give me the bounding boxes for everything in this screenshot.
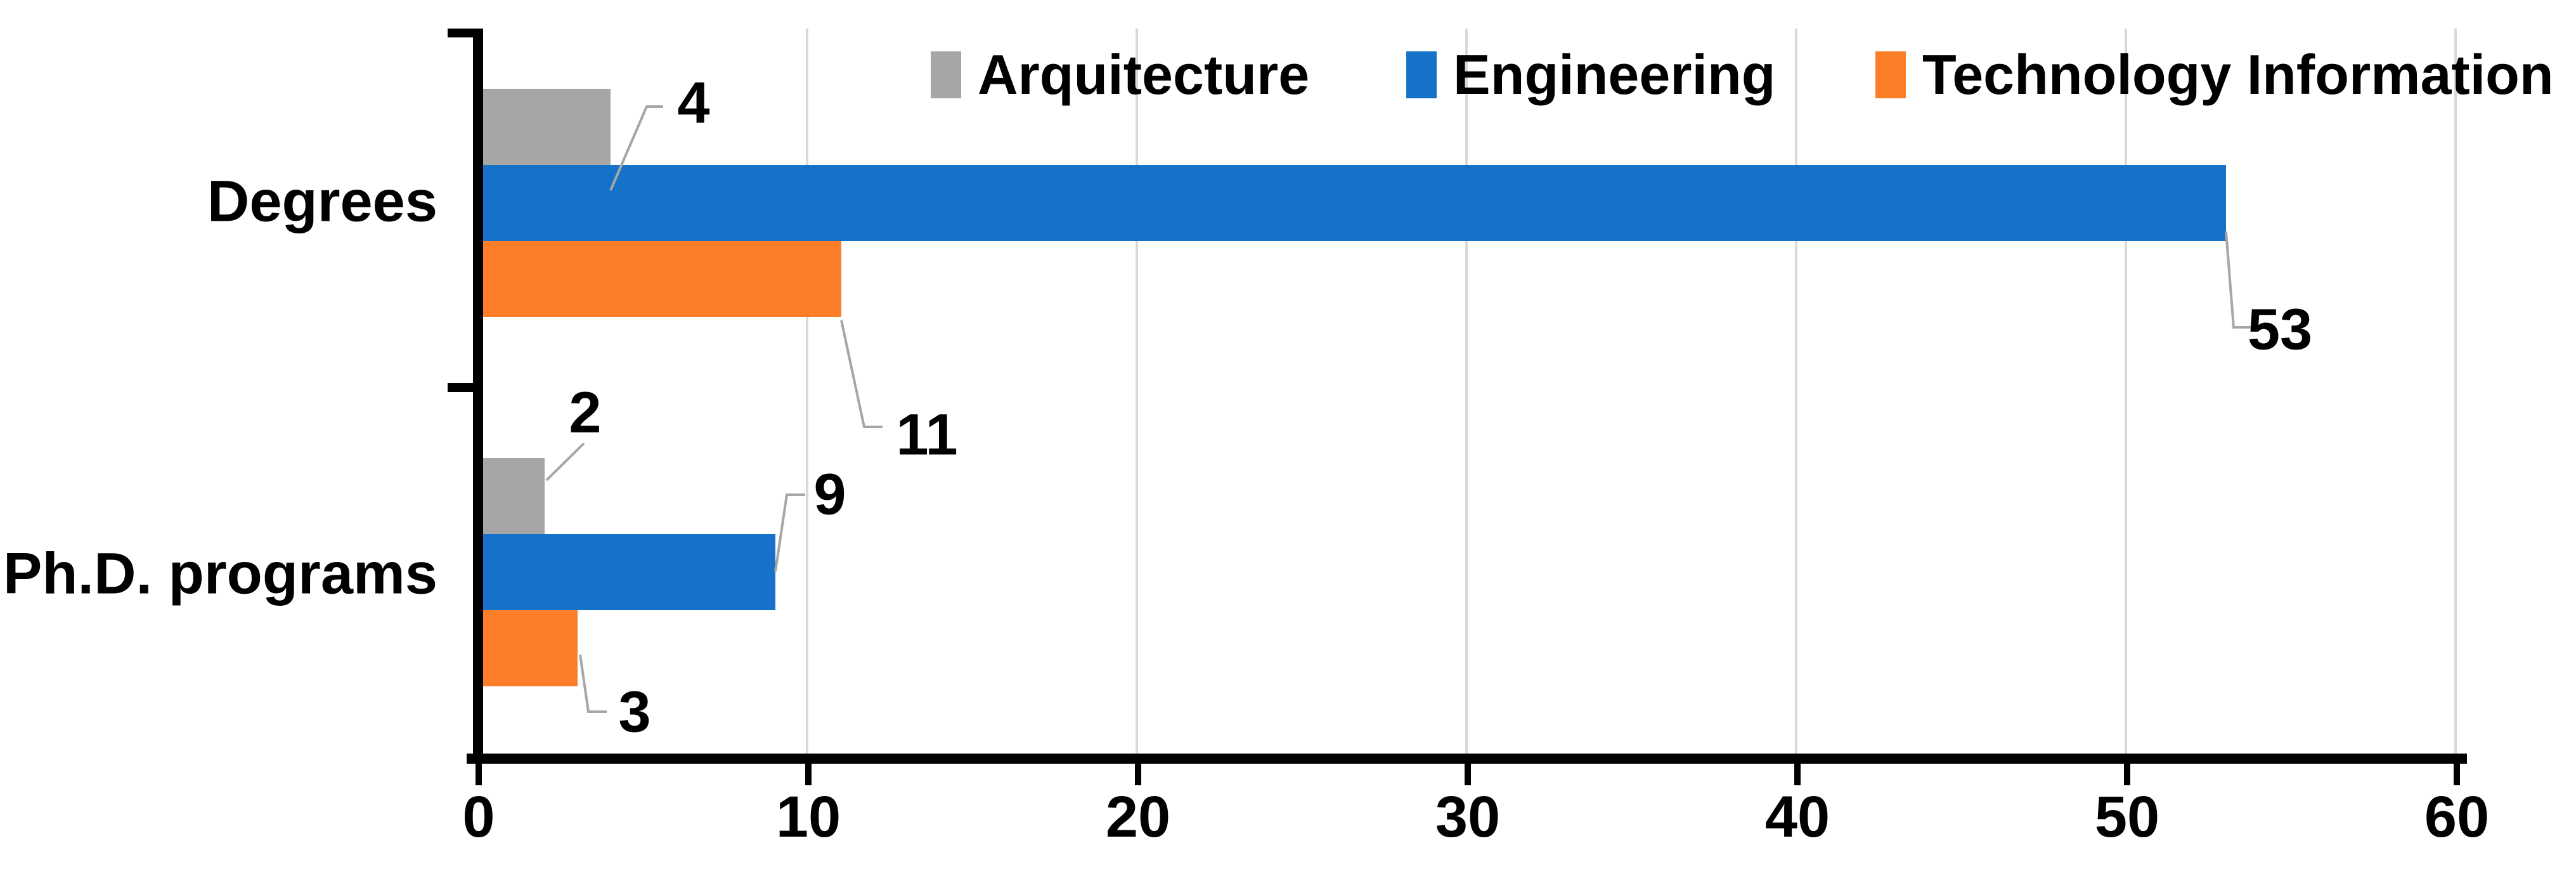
x-axis-tick-40 (1794, 764, 1801, 785)
leader-line-3 (579, 654, 607, 713)
gridline-10 (806, 29, 808, 754)
legend-item-engineering: Engineering (1406, 42, 1776, 108)
x-axis-tick-10 (805, 764, 812, 785)
bar-degrees-technology-information (483, 241, 841, 317)
x-axis-tick-60 (2454, 764, 2460, 785)
y-axis-tick-category-boundary (448, 383, 473, 392)
x-axis-tick-0 (476, 764, 482, 785)
bar-phd-engineering (483, 534, 775, 610)
legend-swatch-engineering-icon (1406, 51, 1437, 98)
y-axis-tick-top (448, 29, 473, 37)
bar-degrees-arquitecture (483, 89, 611, 165)
category-label-phd-programs: Ph.D. programs (3, 541, 437, 606)
data-label-phd-engineering: 9 (813, 462, 846, 527)
gridline-30 (1465, 29, 1468, 754)
gridline-50 (2125, 29, 2127, 754)
x-axis-tick-30 (1465, 764, 1471, 785)
data-label-degrees-technology-information: 11 (896, 402, 958, 467)
x-tick-label-30: 30 (1435, 785, 1501, 849)
gridline-60 (2454, 29, 2457, 754)
legend-item-arquitecture: Arquitecture (931, 42, 1309, 108)
legend-item-technology-information: Technology Information (1875, 42, 2554, 108)
x-axis-tick-50 (2124, 764, 2130, 785)
x-tick-label-10: 10 (775, 785, 841, 849)
data-label-degrees-engineering: 53 (2247, 297, 2313, 362)
x-axis-tick-20 (1135, 764, 1141, 785)
y-axis-line (473, 29, 483, 763)
legend-swatch-arquitecture-icon (931, 51, 961, 98)
leader-line-2 (545, 442, 585, 481)
x-tick-label-40: 40 (1764, 785, 1830, 849)
category-label-degrees: Degrees (207, 169, 437, 234)
data-label-phd-arquitecture: 2 (569, 380, 602, 445)
legend-label-arquitecture: Arquitecture (978, 43, 1310, 106)
gridline-20 (1136, 29, 1138, 754)
gridline-40 (1795, 29, 1797, 754)
legend-label-engineering: Engineering (1453, 43, 1776, 106)
bar-phd-arquitecture (483, 458, 545, 534)
x-tick-label-0: 0 (462, 785, 495, 849)
leader-line-9 (774, 493, 805, 572)
legend-label-technology-information: Technology Information (1922, 43, 2554, 106)
x-tick-label-20: 20 (1105, 785, 1171, 849)
data-label-degrees-arquitecture: 4 (677, 70, 710, 136)
x-tick-label-50: 50 (2094, 785, 2160, 849)
legend-swatch-technology-information-icon (1875, 51, 1906, 98)
x-axis-line (467, 754, 2467, 764)
x-tick-label-60: 60 (2424, 785, 2490, 849)
bar-phd-technology-information (483, 610, 578, 686)
leader-line-11 (840, 320, 883, 428)
bar-degrees-engineering (483, 165, 2226, 241)
data-label-phd-technology-information: 3 (618, 679, 651, 745)
